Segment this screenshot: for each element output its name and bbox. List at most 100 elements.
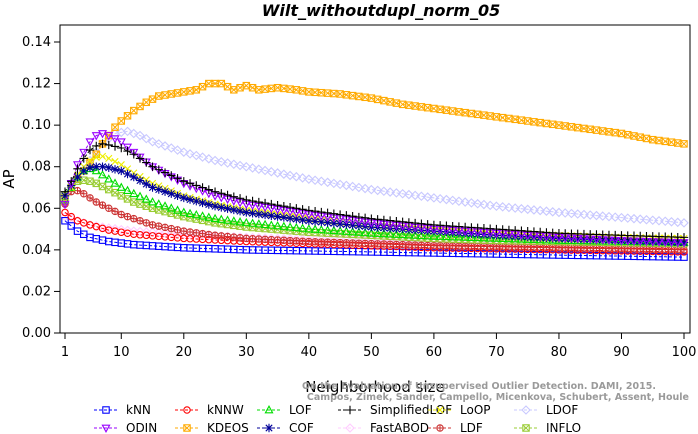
- point-ldof: [610, 212, 620, 222]
- point-ldf: [648, 245, 657, 254]
- point-knnw: [61, 208, 69, 217]
- legend-marker-knn: [102, 406, 110, 414]
- point-ldof: [272, 168, 283, 178]
- point-ldof: [241, 161, 252, 172]
- point-simplifiedlof: [360, 213, 370, 223]
- point-ldof: [191, 150, 202, 161]
- point-cof: [110, 165, 120, 174]
- point-inflo: [92, 179, 101, 188]
- point-kdeos: [567, 123, 576, 131]
- point-lof: [216, 214, 226, 223]
- point-kdeos: [661, 137, 669, 146]
- point-cof: [498, 231, 507, 240]
- point-ldof: [216, 156, 227, 167]
- point-lof: [210, 213, 220, 223]
- point-cof: [529, 232, 539, 242]
- point-simplifiedlof: [410, 218, 420, 228]
- point-lof: [285, 222, 295, 231]
- point-lof: [204, 212, 214, 221]
- legend-item-lof: LOF: [257, 403, 312, 417]
- point-ldof: [179, 147, 189, 157]
- point-ldof: [635, 214, 646, 224]
- point-cof: [567, 234, 576, 244]
- point-simplifiedlof: [167, 171, 176, 180]
- point-odin: [104, 132, 114, 141]
- point-lof: [229, 216, 239, 225]
- point-simplifiedlof: [254, 197, 264, 207]
- point-cof: [679, 238, 689, 247]
- point-ldf: [348, 239, 357, 247]
- point-ldof: [354, 182, 364, 193]
- point-simplifiedlof: [173, 174, 182, 183]
- point-simplifiedlof: [223, 190, 232, 200]
- series-line-lof: [64, 168, 685, 244]
- legend-marker-odin: [101, 424, 111, 433]
- point-kdeos: [180, 88, 188, 96]
- point-lof: [91, 165, 101, 175]
- chart-title: Wilt_withoutdupl_norm_05: [262, 1, 501, 20]
- point-cof: [173, 191, 182, 201]
- point-lof: [435, 231, 445, 240]
- point-cof: [292, 214, 301, 224]
- series-line-cof: [64, 166, 685, 244]
- point-ldof: [422, 192, 433, 202]
- legend-label-knn: kNN: [126, 403, 151, 417]
- point-ldf: [448, 242, 457, 250]
- y-tick-label: 0.10: [22, 118, 51, 133]
- point-ldof: [560, 208, 570, 218]
- point-lof: [166, 203, 176, 212]
- legend-marker-knnw: [183, 406, 191, 414]
- point-ldof: [604, 211, 614, 222]
- point-knn: [80, 230, 88, 239]
- x-tick-label: 20: [176, 345, 193, 360]
- point-kdeos: [473, 110, 482, 119]
- point-ldof: [622, 213, 633, 223]
- point-ldf: [642, 245, 651, 253]
- point-ldof: [479, 199, 489, 210]
- point-ldof: [154, 139, 164, 149]
- point-cof: [673, 238, 682, 247]
- point-cof: [429, 226, 439, 236]
- point-cof: [542, 233, 551, 243]
- point-simplifiedlof: [279, 202, 289, 211]
- point-ldf: [367, 239, 376, 248]
- point-odin: [122, 143, 133, 152]
- point-fastabod: [122, 225, 133, 236]
- point-ldf: [673, 246, 682, 254]
- point-kdeos: [542, 119, 551, 128]
- point-simplifiedlof: [304, 206, 314, 215]
- point-ldf: [467, 242, 476, 251]
- point-cof: [561, 234, 570, 243]
- point-ldof: [135, 130, 145, 141]
- point-ldof: [122, 126, 133, 137]
- point-kdeos: [405, 101, 413, 109]
- point-simplifiedlof: [229, 192, 239, 201]
- point-simplifiedlof: [160, 168, 170, 177]
- point-lof: [485, 233, 495, 242]
- legend-item-loop: LoOP: [428, 403, 491, 417]
- point-ldof: [366, 184, 377, 195]
- point-cof: [504, 231, 514, 241]
- point-ldf: [361, 239, 369, 248]
- point-ldf: [155, 222, 163, 230]
- point-lof: [154, 199, 164, 208]
- legend-item-kdeos: KDEOS: [175, 421, 249, 434]
- point-simplifiedlof: [60, 187, 70, 196]
- plot-frame: [59, 24, 691, 334]
- point-cof: [335, 219, 345, 229]
- y-tick-label: 0.02: [22, 284, 51, 299]
- legend-item-ldof: LDOF: [514, 403, 578, 417]
- point-ldof: [579, 209, 589, 220]
- point-ldf: [261, 235, 269, 244]
- point-cof: [654, 237, 664, 246]
- legend-label-fastabod: FastABOD: [370, 421, 429, 434]
- point-lof: [404, 230, 414, 239]
- point-ldf: [286, 236, 294, 245]
- point-ldf: [242, 234, 251, 243]
- point-ldof: [285, 170, 295, 181]
- point-kdeos: [142, 98, 151, 107]
- point-ldf: [461, 242, 469, 250]
- credit-citation: On the Evaluation of Unsupervised Outlie…: [302, 381, 656, 392]
- point-ldf: [80, 189, 88, 198]
- point-ldf: [505, 243, 513, 251]
